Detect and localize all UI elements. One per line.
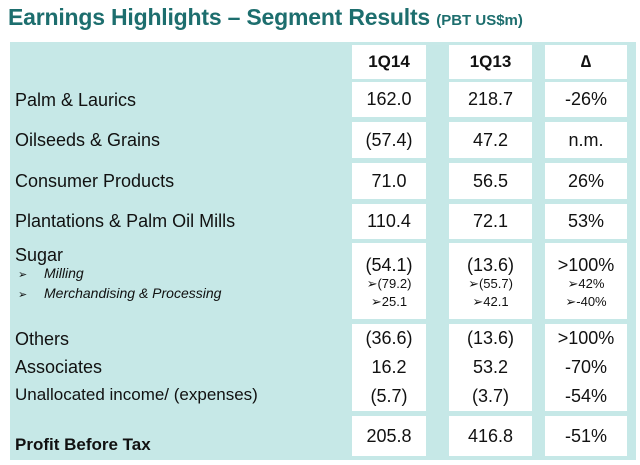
row-label: Consumer Products bbox=[15, 171, 175, 191]
cell-1q13: 72.1 bbox=[449, 204, 532, 239]
cell-1q13-sugar: (13.6) ➢(55.7) ➢42.1 bbox=[449, 243, 532, 319]
sub-value-merchandising: ➢25.1 bbox=[370, 294, 408, 309]
cell-value: >100% bbox=[557, 255, 615, 275]
cell-value: (13.6) bbox=[466, 255, 515, 275]
arrow-bullet-icon: ➢ bbox=[18, 269, 28, 281]
cell-1q14: (36.6) bbox=[352, 324, 426, 353]
row-label: Palm & Laurics bbox=[15, 90, 137, 110]
cell-1q13: 53.2 bbox=[449, 353, 532, 381]
row-label-sugar: Sugar bbox=[15, 245, 64, 265]
segment-results-table: 1Q14 1Q13 ∆ Palm & Laurics 162.0 218.7 -… bbox=[10, 42, 636, 460]
cell-1q14: 110.4 bbox=[352, 204, 426, 239]
sub-row-merchandising: ➢ Merchandising & Processing bbox=[18, 285, 221, 301]
cell-delta: 53% bbox=[545, 204, 627, 239]
cell-1q13: 218.7 bbox=[449, 82, 532, 117]
cell-1q13: 56.5 bbox=[449, 163, 532, 199]
sub-row-label: Milling bbox=[44, 265, 84, 281]
title-text: Earnings Highlights – Segment Results bbox=[8, 4, 431, 30]
sub-value-merchandising: ➢-40% bbox=[565, 294, 607, 309]
cell-delta: -54% bbox=[545, 381, 627, 411]
sub-value-milling: ➢(55.7) bbox=[468, 276, 513, 291]
arrow-bullet-icon: ➢ bbox=[18, 289, 28, 301]
cell-1q14: (5.7) bbox=[352, 381, 426, 411]
cell-delta-sugar: >100% ➢42% ➢-40% bbox=[545, 243, 627, 319]
row-label: Associates bbox=[15, 357, 103, 377]
col-header-1q14: 1Q14 bbox=[352, 45, 426, 79]
cell-1q14: 16.2 bbox=[352, 353, 426, 381]
sub-value-milling: ➢(79.2) bbox=[366, 276, 412, 291]
sub-value-merchandising: ➢42.1 bbox=[472, 294, 509, 309]
cell-1q13-total: 416.8 bbox=[449, 416, 532, 456]
row-label: Unallocated income/ (expenses) bbox=[15, 385, 258, 404]
row-label: Others bbox=[15, 329, 70, 349]
cell-value: (54.1) bbox=[365, 255, 413, 275]
cell-delta: -26% bbox=[545, 82, 627, 117]
cell-1q14-sugar: (54.1) ➢(79.2) ➢25.1 bbox=[352, 243, 426, 319]
cell-delta: -70% bbox=[545, 353, 627, 381]
cell-1q14: 71.0 bbox=[352, 163, 426, 199]
col-header-delta: ∆ bbox=[545, 45, 627, 79]
page-title: Earnings Highlights – Segment Results (P… bbox=[8, 4, 523, 31]
cell-1q13: 47.2 bbox=[449, 122, 532, 158]
col-header-1q13: 1Q13 bbox=[449, 45, 532, 79]
cell-delta: 26% bbox=[545, 163, 627, 199]
cell-delta: n.m. bbox=[545, 122, 627, 158]
sub-row-label: Merchandising & Processing bbox=[44, 285, 222, 301]
row-label: Oilseeds & Grains bbox=[15, 130, 161, 150]
sub-value-milling: ➢42% bbox=[567, 276, 605, 291]
cell-delta: >100% bbox=[545, 324, 627, 353]
cell-1q14-total: 205.8 bbox=[352, 416, 426, 456]
cell-1q13: (13.6) bbox=[449, 324, 532, 353]
cell-1q13: (3.7) bbox=[449, 381, 532, 411]
row-label: Plantations & Palm Oil Mills bbox=[15, 211, 236, 231]
title-unit: (PBT US$m) bbox=[436, 12, 523, 29]
cell-1q14: 162.0 bbox=[352, 82, 426, 117]
row-label-total: Profit Before Tax bbox=[15, 435, 151, 454]
sub-row-milling: ➢ Milling bbox=[18, 265, 84, 281]
cell-delta-total: -51% bbox=[545, 416, 627, 456]
cell-1q14: (57.4) bbox=[352, 122, 426, 158]
